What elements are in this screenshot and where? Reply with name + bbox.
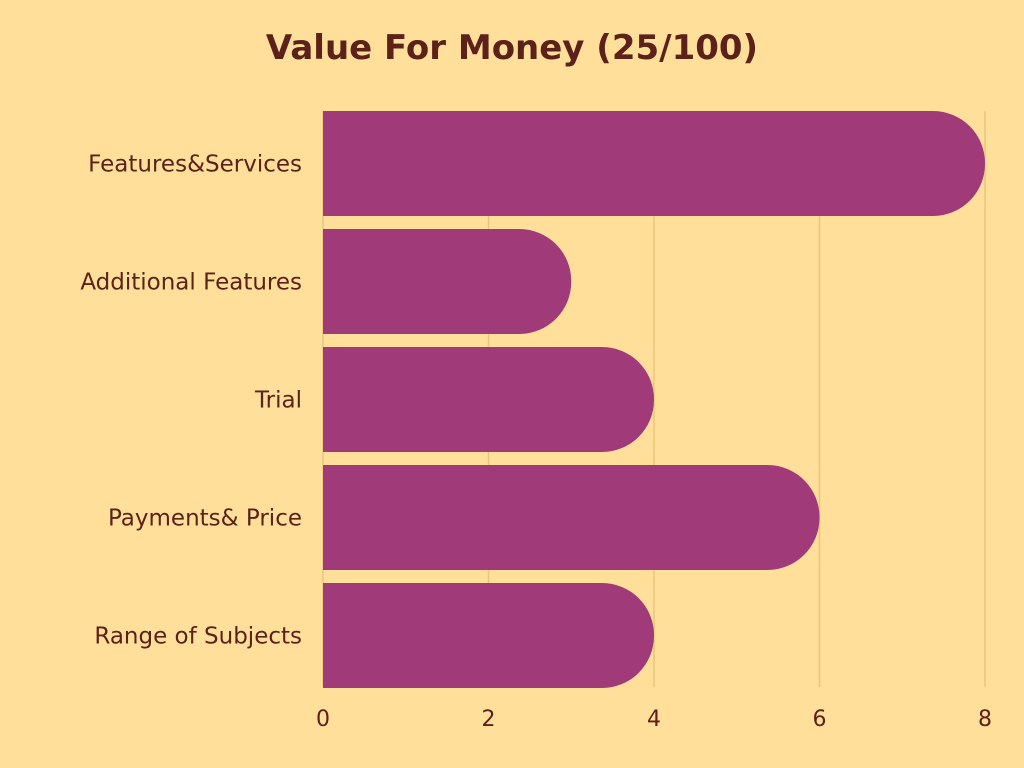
bar <box>323 111 985 216</box>
x-tick-label: 8 <box>978 707 992 732</box>
bar <box>323 583 654 688</box>
bar <box>323 465 820 570</box>
category-label: Features&Services <box>88 152 302 178</box>
category-label: Payments& Price <box>108 506 302 532</box>
bar <box>323 229 572 334</box>
x-tick-label: 0 <box>316 707 330 732</box>
x-tick-label: 2 <box>482 707 496 732</box>
category-label: Additional Features <box>80 270 302 296</box>
bars <box>323 111 985 688</box>
chart-title: Value For Money (25/100) <box>265 28 759 68</box>
x-tick-label: 6 <box>813 707 827 732</box>
bar <box>323 347 654 452</box>
x-tick-label: 4 <box>647 707 661 732</box>
category-labels: Features&Services Additional Features Tria… <box>80 152 302 650</box>
x-axis-ticks: 0 2 4 6 8 <box>316 707 992 732</box>
category-label: Range of Subjects <box>94 624 302 650</box>
category-label: Trial <box>254 388 302 414</box>
